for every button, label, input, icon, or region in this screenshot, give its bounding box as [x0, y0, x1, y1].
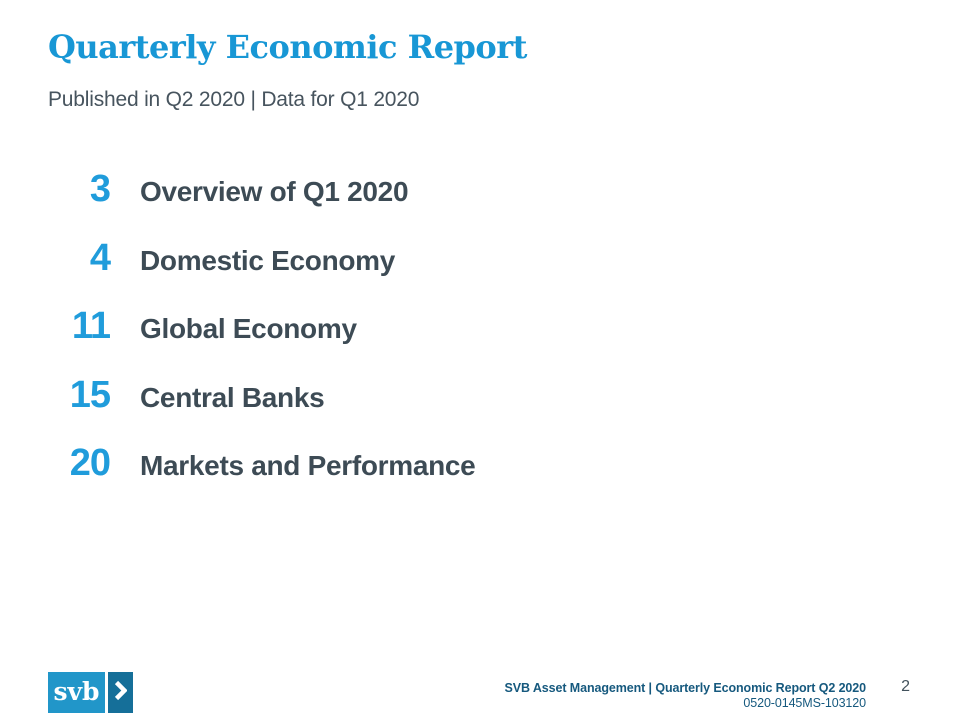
toc-item-page-number: 20 — [69, 442, 111, 484]
toc-item[interactable]: 4 Domestic Economy — [48, 239, 475, 277]
toc-item-label: Global Economy — [140, 313, 357, 344]
footer-attribution: SVB Asset Management | Quarterly Economi… — [504, 681, 867, 695]
toc-item[interactable]: 11 Global Economy — [48, 307, 475, 345]
toc-item[interactable]: 20 Markets and Performance — [48, 442, 476, 484]
toc-item-page-number: 11 — [71, 305, 111, 347]
page-subtitle: Published in Q2 2020 | Data for Q1 2020 — [48, 88, 420, 111]
toc-item-page-number: 3 — [89, 168, 111, 210]
page-title: Quarterly Economic Report — [48, 28, 527, 66]
toc-item-page-number: 4 — [89, 236, 111, 279]
right-chevron-icon — [114, 680, 128, 706]
svb-logo-chevron-box — [108, 672, 133, 713]
logo-divider — [105, 672, 108, 713]
svb-logo: svb — [48, 672, 133, 713]
toc-item-label: Central Banks — [140, 381, 325, 413]
svb-logo-wordmark: svb — [48, 672, 105, 713]
table-of-contents: 3 Overview of Q1 2020 4 Domestic Economy… — [48, 170, 476, 513]
toc-item-label: Markets and Performance — [140, 450, 476, 481]
toc-item[interactable]: 3 Overview of Q1 2020 — [48, 170, 475, 208]
toc-item-page-number: 15 — [69, 373, 111, 416]
footer-attribution-block: SVB Asset Management | Quarterly Economi… — [504, 681, 867, 711]
page-number: 2 — [901, 678, 910, 695]
toc-item-label: Domestic Economy — [140, 244, 396, 276]
footer-document-code: 0520-0145MS-103120 — [743, 696, 866, 710]
toc-item[interactable]: 15 Central Banks — [48, 376, 475, 414]
toc-item-label: Overview of Q1 2020 — [140, 176, 409, 207]
